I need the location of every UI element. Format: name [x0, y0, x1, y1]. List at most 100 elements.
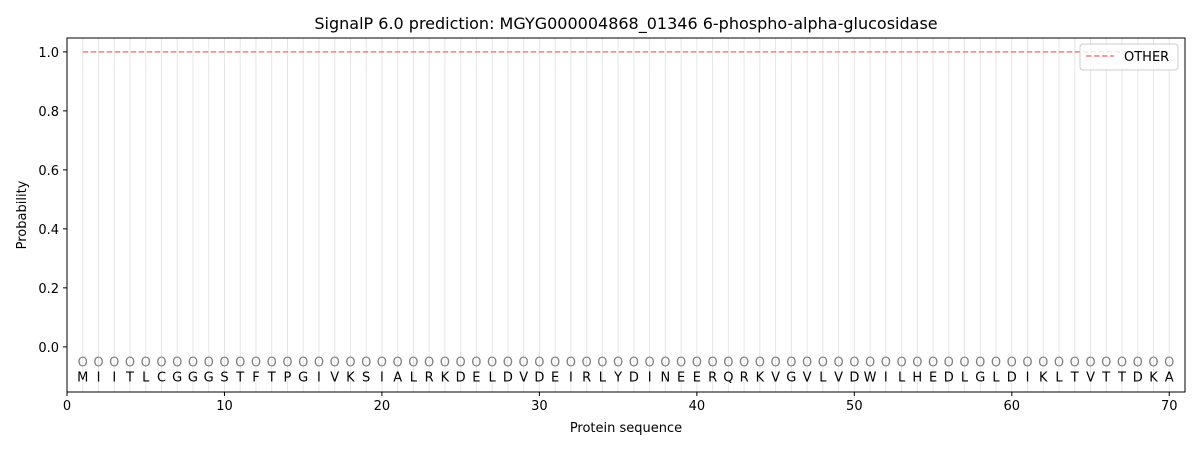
- residue-label: K: [346, 370, 355, 385]
- y-axis: 0.0 0.2 0.4 0.6 0.8 1.0: [38, 46, 67, 356]
- region-marker: O: [896, 356, 906, 371]
- residue-label: L: [142, 370, 150, 385]
- region-marker: O: [613, 356, 623, 371]
- region-marker: O: [172, 356, 182, 371]
- region-marker: O: [1148, 356, 1158, 371]
- residue-label: E: [929, 370, 937, 385]
- residue-label: L: [599, 370, 607, 385]
- region-marker: O: [786, 356, 796, 371]
- residue-label: I: [317, 370, 321, 385]
- residue-label: R: [708, 370, 717, 385]
- residue-label: E: [677, 370, 685, 385]
- x-tick-label: 20: [374, 399, 391, 414]
- region-marker: O: [471, 356, 481, 371]
- grid-lines: [82, 38, 1170, 392]
- residue-label: T: [125, 370, 134, 385]
- x-tick-label: 0: [63, 399, 71, 414]
- region-marker: O: [519, 356, 529, 371]
- residue-label: M: [77, 370, 88, 385]
- x-tick-label: 50: [846, 399, 863, 414]
- x-axis-label: Protein sequence: [570, 421, 682, 436]
- region-marker: O: [1070, 356, 1080, 371]
- region-marker: O: [330, 356, 340, 371]
- residue-label: E: [693, 370, 701, 385]
- region-marker: O: [314, 356, 324, 371]
- region-marker: O: [629, 356, 639, 371]
- region-marker: O: [849, 356, 859, 371]
- region-marker: O: [802, 356, 812, 371]
- x-tick-label: 30: [531, 399, 548, 414]
- residue-label: R: [740, 370, 749, 385]
- region-marker: O: [1038, 356, 1048, 371]
- x-tick-label: 10: [216, 399, 233, 414]
- residue-label: V: [834, 370, 843, 385]
- residue-label: H: [912, 370, 922, 385]
- y-tick-label: 0.0: [38, 341, 59, 356]
- residue-label: Q: [723, 370, 733, 385]
- residue-label: S: [362, 370, 370, 385]
- region-marker: O: [928, 356, 938, 371]
- residue-label: R: [425, 370, 434, 385]
- region-marker: O: [377, 356, 387, 371]
- residue-label: D: [629, 370, 639, 385]
- region-marker: O: [818, 356, 828, 371]
- x-tick-label: 70: [1161, 399, 1178, 414]
- region-marker: O: [408, 356, 418, 371]
- region-marker: O: [676, 356, 686, 371]
- region-marker: O: [991, 356, 1001, 371]
- residue-label: T: [1070, 370, 1079, 385]
- region-marker: O: [723, 356, 733, 371]
- residue-label: F: [252, 370, 259, 385]
- region-marker: O: [1007, 356, 1017, 371]
- region-marker: O: [440, 356, 450, 371]
- residue-label: G: [172, 370, 182, 385]
- region-marker: O: [597, 356, 607, 371]
- y-tick-label: 0.2: [38, 282, 59, 297]
- residue-label: I: [112, 370, 116, 385]
- y-axis-label: Probability: [15, 180, 30, 249]
- residue-label: L: [819, 370, 827, 385]
- region-marker: O: [109, 356, 119, 371]
- residue-label: P: [284, 370, 292, 385]
- residue-label: D: [534, 370, 544, 385]
- region-marker: O: [881, 356, 891, 371]
- region-marker: O: [487, 356, 497, 371]
- residue-label: L: [961, 370, 969, 385]
- residue-label: G: [786, 370, 796, 385]
- residue-label: E: [472, 370, 480, 385]
- y-tick-label: 0.4: [38, 223, 59, 238]
- residue-label: D: [849, 370, 859, 385]
- region-marker: O: [361, 356, 371, 371]
- region-marker: O: [251, 356, 261, 371]
- region-marker: O: [156, 356, 166, 371]
- y-tick-label: 0.6: [38, 164, 59, 179]
- residue-label: V: [330, 370, 339, 385]
- region-marker: O: [1117, 356, 1127, 371]
- region-marker: O: [267, 356, 277, 371]
- residue-label: V: [803, 370, 812, 385]
- residue-label: D: [1133, 370, 1143, 385]
- region-marker: O: [912, 356, 922, 371]
- residue-label: L: [898, 370, 906, 385]
- residue-label: S: [220, 370, 228, 385]
- region-marker: O: [1101, 356, 1111, 371]
- y-tick-label: 0.8: [38, 105, 59, 120]
- region-marker: O: [93, 356, 103, 371]
- residue-label: I: [380, 370, 384, 385]
- region-marker: O: [660, 356, 670, 371]
- region-marker: O: [770, 356, 780, 371]
- region-marker: O: [959, 356, 969, 371]
- residue-label: T: [267, 370, 276, 385]
- residue-label: I: [884, 370, 888, 385]
- x-tick-label: 60: [1004, 399, 1021, 414]
- region-marker: O: [566, 356, 576, 371]
- residue-label: R: [582, 370, 591, 385]
- region-marker: O: [1133, 356, 1143, 371]
- residue-label: K: [756, 370, 765, 385]
- residue-label: T: [1101, 370, 1110, 385]
- region-marker: O: [534, 356, 544, 371]
- residue-label: G: [204, 370, 214, 385]
- residue-label: W: [864, 370, 877, 385]
- region-marker: O: [550, 356, 560, 371]
